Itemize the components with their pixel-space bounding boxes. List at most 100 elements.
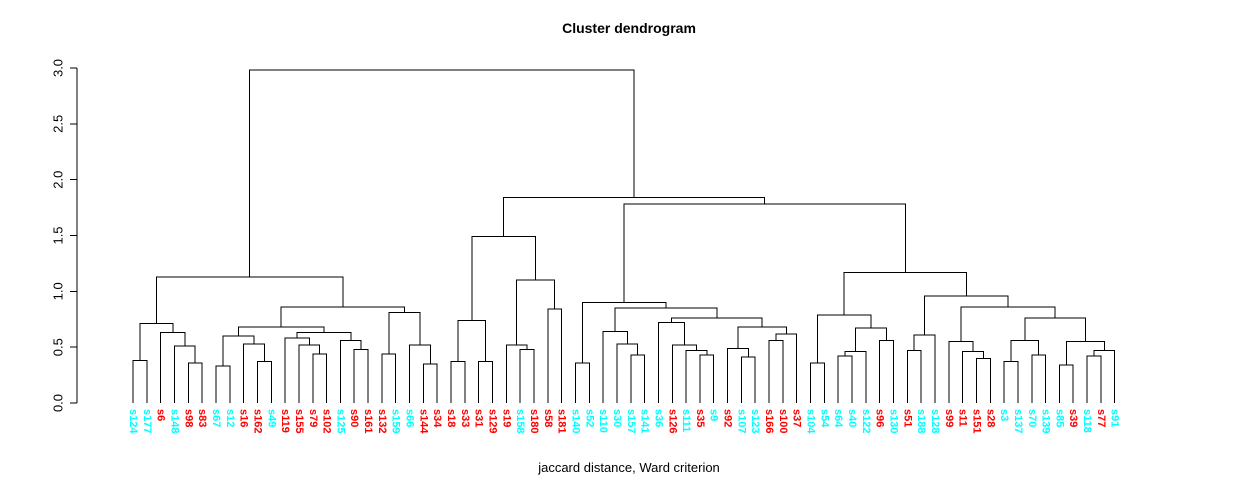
dendrogram-link <box>630 354 646 403</box>
leaf-label: s12 <box>224 409 236 427</box>
leaf-labels: s124 s177 s6 s148 s98 s83 s67 s12 s16 s162 s49 s119… <box>127 409 1121 434</box>
dendrogram-link <box>844 351 867 403</box>
chart-title: Cluster dendrogram <box>562 20 696 36</box>
dendrogram-link <box>173 345 196 403</box>
y-axis-tick-label: 2.0 <box>51 171 66 189</box>
leaf-label: s102 <box>321 409 333 433</box>
dendrogram-link <box>623 203 906 303</box>
dendrogram-link <box>768 339 784 403</box>
leaf-label: s129 <box>487 409 499 433</box>
dendrogram-link <box>879 339 894 403</box>
dendrogram-link <box>505 344 528 403</box>
dendrogram-link <box>810 362 825 403</box>
dendrogram-link <box>547 308 563 403</box>
dendrogram-link <box>155 276 344 324</box>
leaf-label: s180 <box>528 409 540 433</box>
leaf-label: s90 <box>348 409 360 427</box>
dendrogram-link <box>614 307 718 332</box>
dendrogram-link <box>296 332 352 341</box>
dendrogram-link <box>353 348 369 403</box>
leaf-label: s158 <box>514 409 526 433</box>
leaf-label: s3 <box>998 409 1010 421</box>
leaf-label: s177 <box>141 409 153 433</box>
leaf-label: s139 <box>1040 409 1052 433</box>
dendrogram-link <box>906 350 922 403</box>
dendrogram-link <box>187 362 203 403</box>
leaf-label: s9 <box>708 409 720 421</box>
leaf-label: s137 <box>1012 409 1024 433</box>
leaf-label: s122 <box>860 409 872 433</box>
leaf-label: s161 <box>362 409 374 433</box>
leaf-label: s28 <box>984 409 996 427</box>
dendrogram-link <box>960 306 1056 342</box>
dendrogram-link <box>843 271 967 315</box>
leaf-label: s70 <box>1026 409 1038 427</box>
leaf-label: s159 <box>390 409 402 433</box>
leaf-label: s66 <box>404 409 416 427</box>
dendrogram-link <box>948 341 974 403</box>
dendrogram-link <box>1024 317 1086 342</box>
leaf-label: s6 <box>155 409 167 421</box>
leaf-label: s36 <box>652 409 664 427</box>
leaf-label: s85 <box>1053 409 1065 427</box>
leaf-label: s77 <box>1095 409 1107 427</box>
dendrogram-link <box>699 354 715 403</box>
dendrogram-link <box>388 312 421 354</box>
leaf-label: s11 <box>957 409 969 427</box>
leaf-label: s140 <box>569 409 581 433</box>
dendrogram-link <box>237 326 325 336</box>
leaf-label: s98 <box>182 409 194 427</box>
dendrogram-link <box>1003 361 1019 403</box>
y-axis-tick-label: 0.0 <box>51 394 66 412</box>
leaf-label: s35 <box>694 409 706 427</box>
dendrogram-link <box>1010 339 1040 362</box>
dendrogram-link <box>962 351 984 403</box>
leaf-label: s58 <box>542 409 554 427</box>
dendrogram-link <box>243 343 265 403</box>
leaf-label: s110 <box>597 409 609 433</box>
leaf-label: s83 <box>196 409 208 427</box>
dendrogram-link <box>478 361 494 403</box>
y-axis-tick-label: 3.0 <box>51 59 66 77</box>
dendrogram-link <box>1058 364 1074 403</box>
leaf-label: s141 <box>639 409 651 433</box>
leaf-label: s128 <box>929 409 941 433</box>
dendrogram-link <box>312 353 328 403</box>
dendrogram-link <box>215 365 231 403</box>
leaf-label: s49 <box>265 409 277 427</box>
dendrogram-link <box>854 327 888 352</box>
leaf-label: s162 <box>251 409 263 433</box>
leaf-label: s39 <box>1067 409 1079 427</box>
dendrogram-link <box>602 331 628 403</box>
leaf-label: s30 <box>611 409 623 427</box>
dendrogram-link <box>280 306 405 328</box>
x-axis-caption: jaccard distance, Ward criterion <box>537 460 720 475</box>
leaf-label: s118 <box>1081 409 1093 433</box>
leaf-label: s16 <box>238 409 250 427</box>
y-axis-tick-label: 1.5 <box>51 226 66 244</box>
dendrogram-link <box>132 360 148 403</box>
dendrogram-link <box>913 334 936 403</box>
dendrogram-link <box>139 323 174 361</box>
leaf-label: s33 <box>459 409 471 427</box>
leaf-label: s104 <box>805 409 817 434</box>
leaf-label: s51 <box>901 409 913 427</box>
dendrogram-link <box>409 344 431 403</box>
dendrogram-link <box>670 317 763 328</box>
y-axis: 0.0 0.5 1.0 1.5 2.0 2.5 3.0 <box>51 59 78 412</box>
leaf-label: s166 <box>763 409 775 433</box>
leaf-label: s37 <box>791 409 803 427</box>
dendrogram-link <box>249 69 635 277</box>
leaf-label: s132 <box>376 409 388 433</box>
y-axis-tick-label: 0.5 <box>51 338 66 356</box>
leaf-label: s188 <box>915 409 927 433</box>
dendrogram-link <box>816 314 872 363</box>
dendrogram-tree <box>132 69 1116 403</box>
dendrogram-link <box>298 344 321 403</box>
leaf-label: s107 <box>735 409 747 433</box>
dendrogram-link <box>924 295 1009 335</box>
leaf-label: s125 <box>334 409 346 433</box>
leaf-label: s18 <box>445 409 457 427</box>
y-axis-tick-label: 1.0 <box>51 282 66 300</box>
